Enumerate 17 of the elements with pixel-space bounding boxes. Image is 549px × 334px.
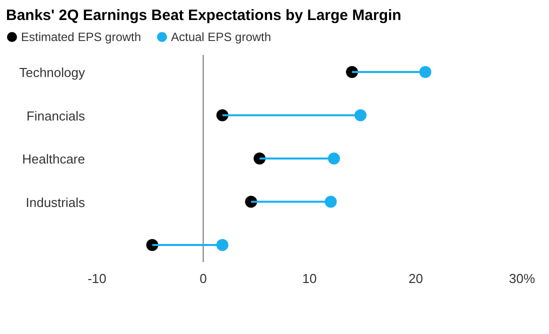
x-tick-label: 10 — [302, 271, 317, 286]
x-tick-label: -10 — [88, 271, 106, 286]
y-tick-label: Financials — [26, 108, 86, 124]
point — [354, 109, 366, 122]
x-tick-label: 0 — [200, 271, 207, 286]
legend-label: Estimated EPS growth — [21, 30, 142, 44]
y-tick-label: Healthcare — [22, 152, 85, 166]
y-tick-label: Industrials — [26, 194, 86, 210]
point — [328, 152, 340, 164]
x-tick-label: 20 — [408, 271, 423, 286]
point — [216, 239, 228, 251]
point — [324, 196, 337, 208]
chart-title: Banks' 2Q Earnings Beat Expectations by Large Margin — [6, 7, 402, 24]
point — [419, 66, 432, 78]
x-tick-label: 30% — [508, 271, 536, 286]
y-tick-label: Technology — [19, 65, 86, 80]
legend-label: Actual EPS growth — [171, 30, 272, 44]
